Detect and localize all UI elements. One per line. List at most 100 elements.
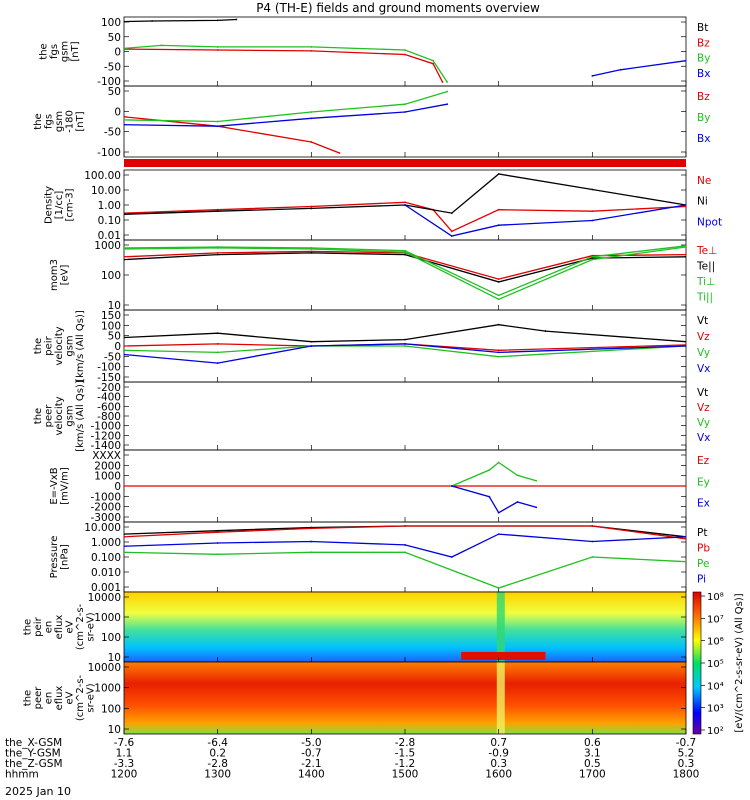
y-axis-label: [nPa] <box>59 544 70 570</box>
y-axis-label: [eV] <box>59 265 70 286</box>
colorbar-tick-label: 10⁸ <box>707 592 724 603</box>
legend-entry: By <box>697 53 710 65</box>
data-point <box>216 351 219 354</box>
legend-entry: Ne <box>697 175 711 187</box>
data-point <box>516 474 519 477</box>
data-point <box>497 298 500 301</box>
legend-entry: Pi <box>697 574 706 586</box>
y-axis-label: -180 <box>65 110 76 133</box>
data-point <box>124 349 125 352</box>
legend-entry: Te|| <box>696 261 715 273</box>
series-line-Ni <box>124 173 686 215</box>
data-point <box>310 551 313 554</box>
y-axis-label: eV <box>65 691 76 704</box>
data-point <box>497 533 500 536</box>
data-point <box>310 111 313 113</box>
ephemeris-row-label: the_X-GSM <box>5 737 62 749</box>
legend-entry: Ez <box>697 455 710 467</box>
data-point <box>216 531 219 534</box>
data-point <box>404 49 406 51</box>
data-point <box>124 123 125 126</box>
data-point <box>450 556 453 558</box>
data-point <box>497 278 500 281</box>
data-point <box>488 469 491 471</box>
spectrogram-feature <box>496 592 505 662</box>
data-point <box>497 294 500 297</box>
y-tick-label: -200 <box>97 382 121 394</box>
data-point <box>216 253 219 256</box>
y-tick-label: -400 <box>97 392 121 404</box>
y-axis-label: velocity <box>54 326 65 365</box>
series-line-Bz <box>124 116 340 154</box>
plot-title: P4 (TH-E) fields and ground moments over… <box>256 1 540 15</box>
legend-entry: Pt <box>697 527 707 539</box>
colorbar-tick-label: 10⁵ <box>707 659 724 670</box>
panel-frame <box>123 381 687 451</box>
y-tick-label: -1000 <box>90 421 121 433</box>
y-tick-label: 1.000 <box>91 537 121 549</box>
series-line-Te|| <box>124 252 686 283</box>
y-axis-label: gsm <box>59 41 70 62</box>
data-point <box>216 251 219 254</box>
data-point <box>685 205 686 208</box>
y-tick-label: 0.01 <box>98 230 121 242</box>
y-tick-label: -3000 <box>90 512 121 524</box>
ephemeris-value: 1.1 <box>116 748 133 760</box>
y-tick-label: 100.00 <box>84 170 121 182</box>
y-tick-label: 1.00 <box>98 200 121 212</box>
panel-peer-flux: 10000 1000 100 10 the peer en eflux eV (cm^2-s-sr… <box>23 661 687 736</box>
data-point <box>216 362 219 364</box>
ephemeris-value: -0.9 <box>488 748 509 760</box>
data-point <box>216 542 219 544</box>
ephemeris-row-label: the_Z-GSM <box>5 758 63 770</box>
legend-entry: Vy <box>697 347 710 359</box>
y-axis-label: gsm <box>54 111 65 132</box>
ephemeris-value: 1400 <box>298 769 325 781</box>
data-point <box>685 204 686 206</box>
colorbar-tick-label: 10² <box>707 726 724 737</box>
data-point <box>591 258 594 261</box>
y-axis-label: peer <box>33 686 44 710</box>
data-point <box>685 560 686 563</box>
ephemeris-value: 1600 <box>485 769 512 781</box>
data-point <box>497 461 500 464</box>
data-point <box>685 537 686 540</box>
y-axis-label: Pressure <box>49 536 60 579</box>
y-axis-label: mom3 <box>49 259 60 291</box>
y-tick-label: -100 <box>97 362 121 374</box>
data-point <box>497 587 500 589</box>
data-point <box>404 251 406 254</box>
series-line-Ey <box>451 461 537 487</box>
ephemeris-value: 3.1 <box>584 748 601 760</box>
y-axis-label: fgs <box>44 114 55 129</box>
legend-entry: Ex <box>697 498 710 510</box>
legend-entry: Bz <box>697 91 710 103</box>
legend-entry: Vy <box>697 417 710 429</box>
y-tick-label: 10 <box>108 724 121 736</box>
data-point <box>216 342 219 345</box>
colorbar-tick-label: 10⁷ <box>707 614 724 625</box>
y-tick-label: 0.10 <box>98 215 121 227</box>
y-tick-label: 50 <box>108 331 121 343</box>
y-tick-label: 0 <box>114 341 121 353</box>
legend-entry: Pb <box>697 543 710 555</box>
legend-entry: Bx <box>697 133 710 145</box>
y-tick-label: 0 <box>114 106 121 118</box>
data-point <box>124 551 125 554</box>
legend-entry: Vx <box>697 363 710 375</box>
data-point <box>404 525 406 527</box>
ephemeris-value: -1.5 <box>395 748 416 760</box>
y-tick-label: 1000 <box>94 612 121 624</box>
series-line-Bx <box>592 60 686 77</box>
colorbar-tick-label: 10³ <box>707 704 724 715</box>
data-point <box>310 117 313 120</box>
series-group <box>124 90 449 154</box>
legend-entry: Ti|| <box>696 292 713 304</box>
data-point <box>124 353 125 356</box>
y-axis-label: E=-VxB <box>49 467 60 504</box>
y-tick-label: 0.001 <box>91 582 121 594</box>
data-point <box>685 255 686 258</box>
data-point <box>310 205 313 208</box>
y-tick-label: 150 <box>101 310 121 322</box>
